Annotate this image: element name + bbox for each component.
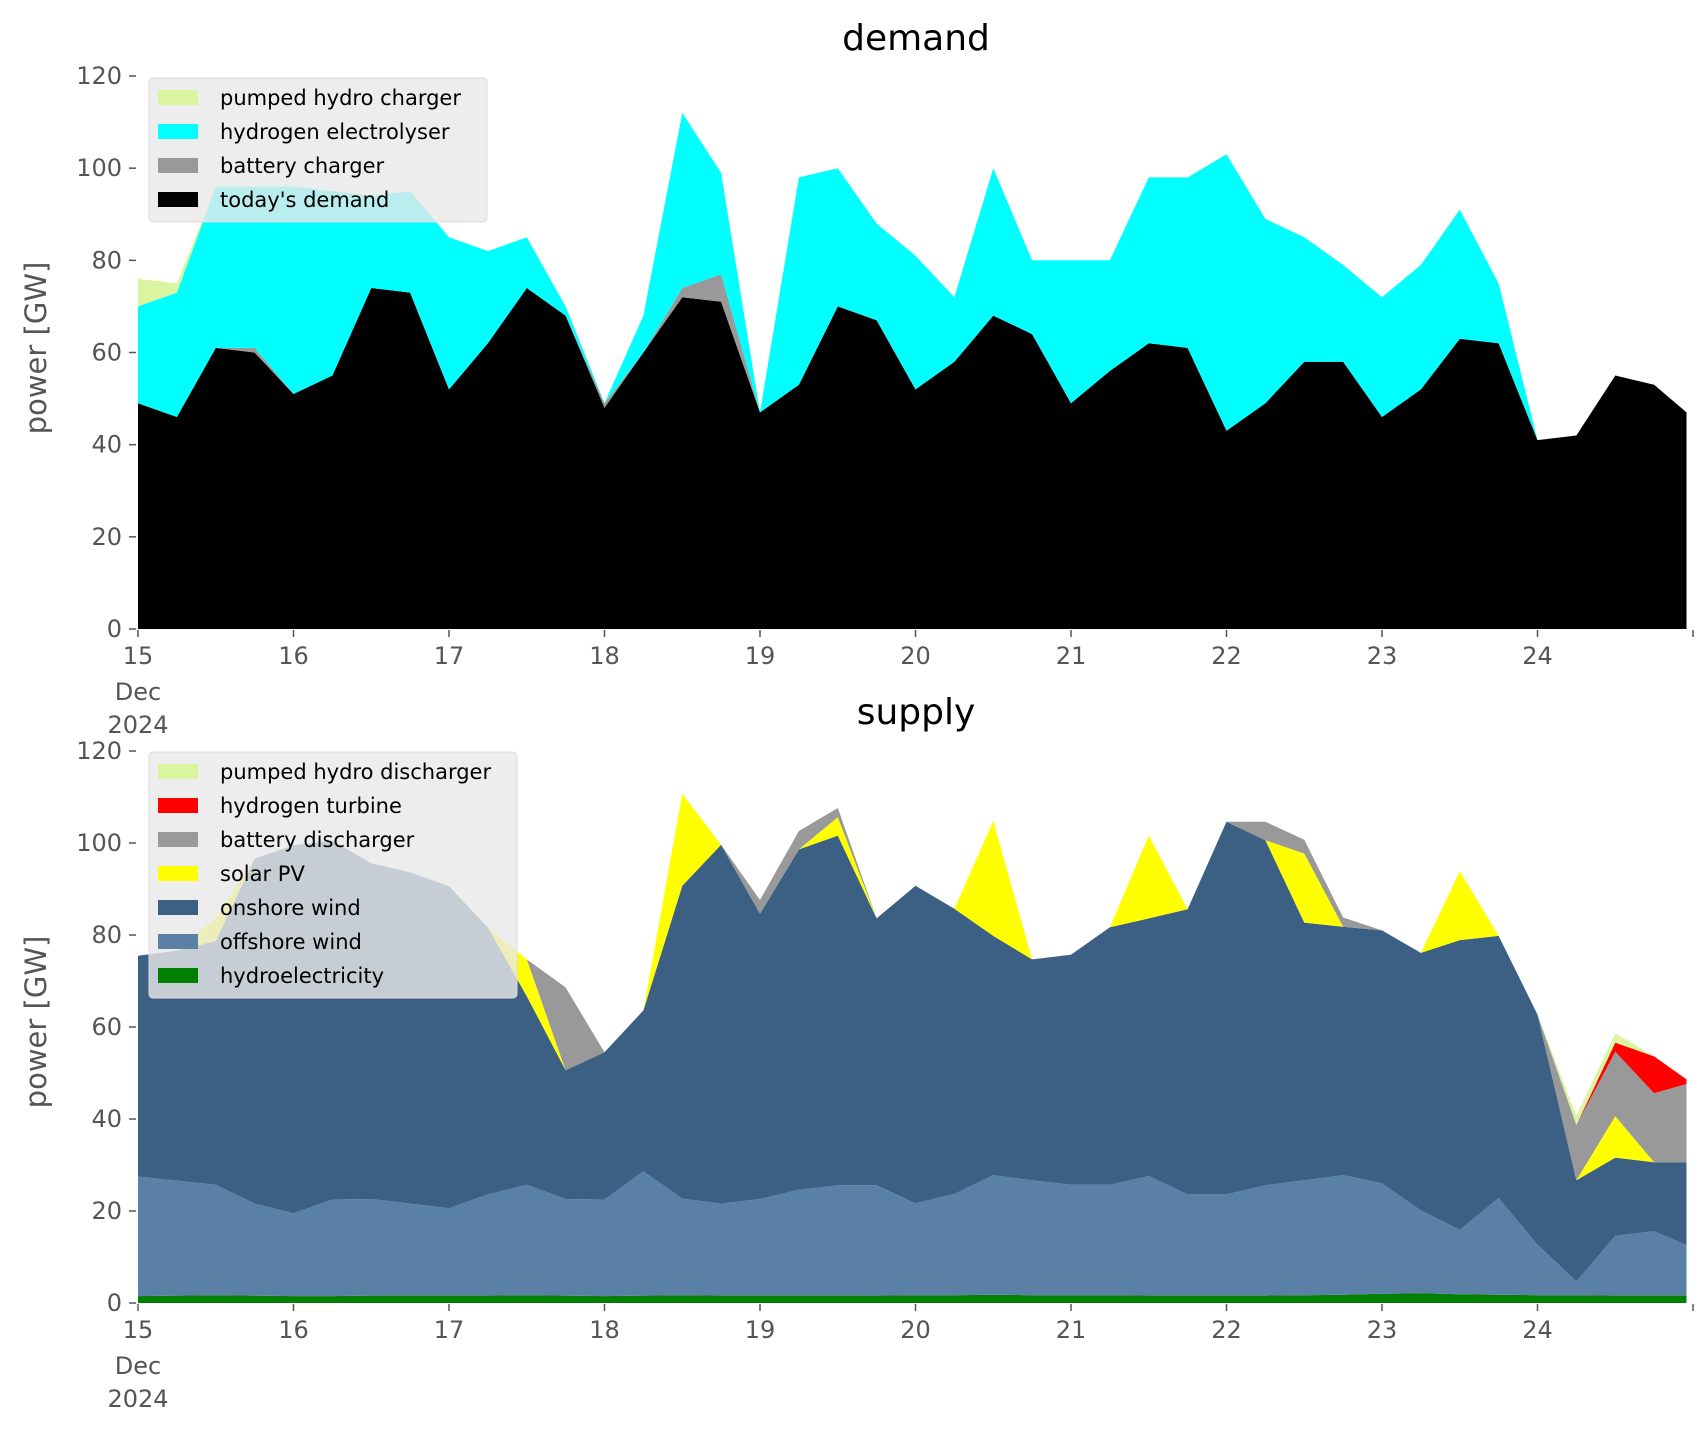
demand-title: demand <box>842 18 990 59</box>
supply-panel: supply power [GW] 0 20 40 60 80 100 120 15 16 17… <box>19 692 1694 1413</box>
legend-box <box>148 77 488 223</box>
x-tick-label: 16 <box>278 642 309 670</box>
supply-title: supply <box>857 692 976 733</box>
offshore-wind-legend-label: offshore wind <box>220 930 362 954</box>
battery-charger-legend-label: battery charger <box>220 154 385 178</box>
today-s-demand-legend-label: today's demand <box>220 188 389 212</box>
y-tick-label: 120 <box>76 62 122 90</box>
supply-legend: pumped hydro discharger hydrogen turbine b… <box>148 751 518 999</box>
hydrogen-electrolyser-swatch <box>158 124 198 139</box>
x-tick-sublabel: 2024 <box>107 1385 168 1413</box>
demand-panel: demand power [GW] 0 20 40 60 80 100 120 15 16 17… <box>19 18 1694 739</box>
onshore-wind-legend-label: onshore wind <box>220 896 361 920</box>
x-tick-label: 20 <box>900 642 931 670</box>
x-tick-label: 24 <box>1522 642 1553 670</box>
x-tick-label: 16 <box>278 1316 309 1344</box>
demand-legend: pumped hydro charger hydrogen electrolyse… <box>148 77 488 223</box>
battery-discharger-swatch <box>158 832 198 847</box>
x-tick-label: 21 <box>1056 642 1087 670</box>
y-tick-label: 60 <box>91 1013 122 1041</box>
x-tick-label: 20 <box>900 1316 931 1344</box>
y-tick-label: 80 <box>91 246 122 274</box>
legend-box <box>148 751 518 999</box>
solar-pv-swatch <box>158 866 198 881</box>
x-tick-label: 24 <box>1522 1316 1553 1344</box>
y-tick-label: 40 <box>91 431 122 459</box>
y-tick-label: 0 <box>107 1289 122 1317</box>
demand-y-axis: 0 20 40 60 80 100 120 <box>76 62 136 643</box>
x-tick-label: 18 <box>589 1316 620 1344</box>
hydroelectricity-swatch <box>158 968 198 983</box>
y-tick-label: 0 <box>107 615 122 643</box>
x-tick-label: 17 <box>434 1316 465 1344</box>
x-tick-sublabel: Dec <box>115 678 161 706</box>
x-tick-label: 18 <box>589 642 620 670</box>
today-s-demand-area <box>138 288 1687 629</box>
pumped-hydro-discharger-swatch <box>158 764 198 779</box>
y-tick-label: 100 <box>76 829 122 857</box>
demand-ylabel: power [GW] <box>19 262 53 435</box>
y-tick-label: 80 <box>91 921 122 949</box>
demand-areas <box>138 112 1687 629</box>
x-tick-label: 22 <box>1211 642 1242 670</box>
y-tick-label: 20 <box>91 1197 122 1225</box>
supply-ylabel: power [GW] <box>19 936 53 1109</box>
x-tick-sublabel: 2024 <box>107 711 168 739</box>
y-tick-label: 20 <box>91 523 122 551</box>
hydrogen-turbine-swatch <box>158 798 198 813</box>
pumped-hydro-charger-swatch <box>158 90 198 105</box>
x-tick-label: 15 <box>123 642 154 670</box>
y-tick-label: 40 <box>91 1105 122 1133</box>
x-tick-label: 19 <box>745 642 776 670</box>
demand-x-axis: 15 16 17 18 19 20 21 22 23 24 Dec 2024 <box>107 630 1694 739</box>
hydrogen-electrolyser-legend-label: hydrogen electrolyser <box>220 120 450 144</box>
x-tick-sublabel: Dec <box>115 1352 161 1380</box>
x-tick-label: 19 <box>745 1316 776 1344</box>
x-tick-label: 17 <box>434 642 465 670</box>
supply-x-axis: 15 16 17 18 19 20 21 22 23 24 Dec 2024 <box>107 1304 1694 1413</box>
hydrogen-turbine-legend-label: hydrogen turbine <box>220 794 402 818</box>
x-tick-label: 23 <box>1367 642 1398 670</box>
hydrogen-electrolyser-area <box>138 112 1687 441</box>
y-tick-label: 120 <box>76 737 122 765</box>
battery-discharger-legend-label: battery discharger <box>220 828 415 852</box>
supply-areas <box>138 793 1687 1303</box>
y-tick-label: 60 <box>91 339 122 367</box>
battery-charger-swatch <box>158 158 198 173</box>
y-tick-label: 100 <box>76 154 122 182</box>
x-tick-label: 22 <box>1211 1316 1242 1344</box>
x-tick-label: 21 <box>1056 1316 1087 1344</box>
onshore-wind-area <box>138 821 1687 1282</box>
hydroelectricity-legend-label: hydroelectricity <box>220 964 384 988</box>
pumped-hydro-charger-legend-label: pumped hydro charger <box>220 86 461 110</box>
offshore-wind-swatch <box>158 934 198 949</box>
supply-y-axis: 0 20 40 60 80 100 120 <box>76 737 136 1317</box>
onshore-wind-swatch <box>158 900 198 915</box>
solar-pv-area <box>138 793 1687 1181</box>
hydroelectricity-area <box>138 1293 1687 1303</box>
offshore-wind-area <box>138 1171 1687 1297</box>
solar-pv-legend-label: solar PV <box>220 862 305 886</box>
x-tick-label: 23 <box>1367 1316 1398 1344</box>
x-tick-label: 15 <box>123 1316 154 1344</box>
pumped-hydro-discharger-legend-label: pumped hydro discharger <box>220 760 491 784</box>
today-s-demand-swatch <box>158 192 198 207</box>
